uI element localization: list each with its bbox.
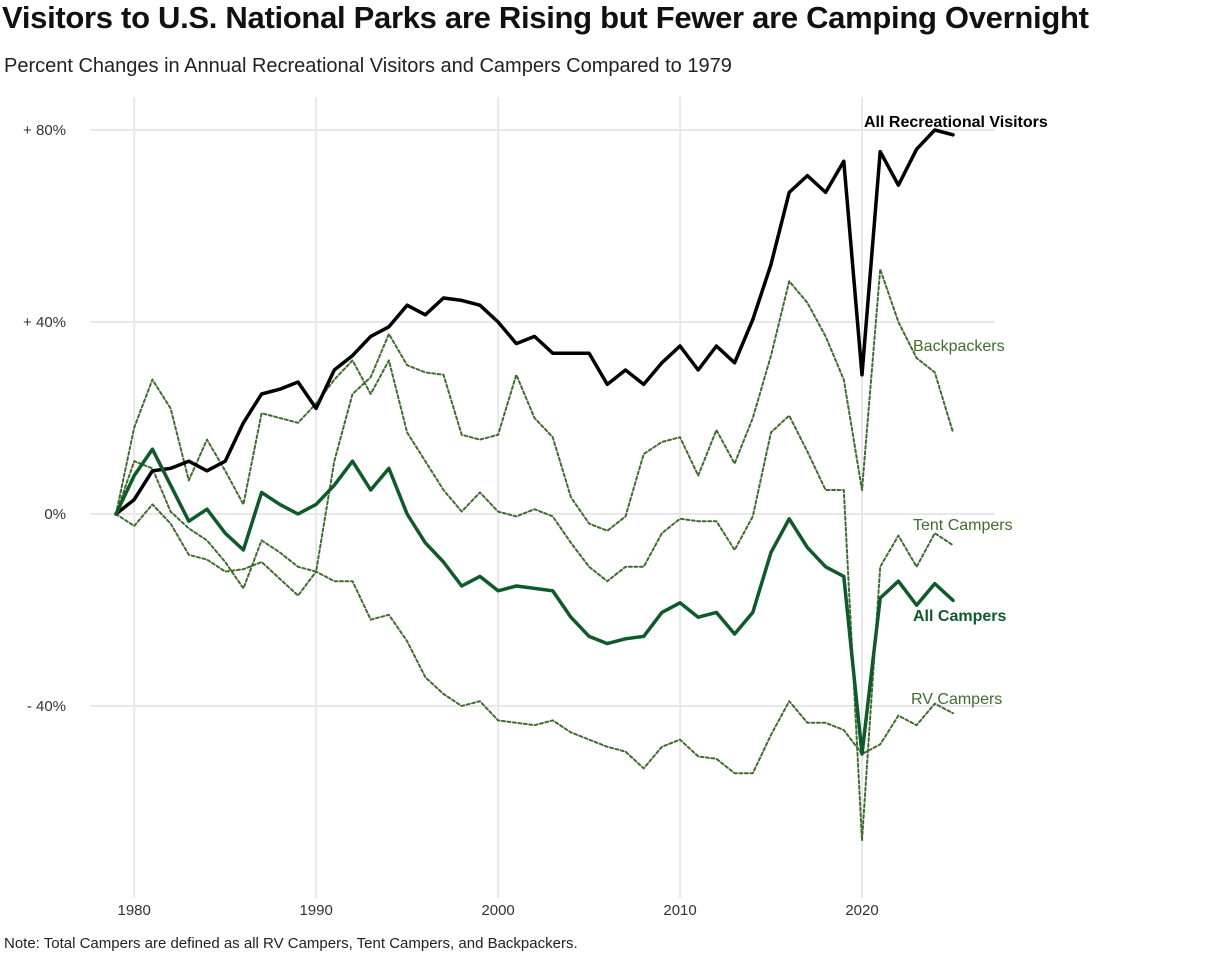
x-tick-label: 1980: [118, 902, 151, 919]
series-line-all-campers: [114, 447, 955, 756]
x-tick-label: 2010: [663, 902, 696, 919]
x-tick-label: 2000: [481, 902, 514, 919]
label-all-visitors: All Recreational Visitors: [864, 114, 1048, 131]
series-line-backpackers: [115, 359, 954, 842]
chart-subtitle: Percent Changes in Annual Recreational V…: [4, 55, 732, 77]
y-tick-label: 0%: [44, 506, 66, 523]
chart-title: Visitors to U.S. National Parks are Risi…: [2, 0, 1089, 35]
series-line-rv-campers: [115, 503, 954, 775]
y-tick-label: + 80%: [23, 122, 66, 139]
series-line-all-recreational-visitors: [114, 128, 955, 516]
y-axis-ticks: + 80% + 40% 0% - 40%: [23, 122, 66, 715]
series-labels: All Recreational Visitors Backpackers Te…: [864, 114, 1048, 708]
x-tick-label: 1990: [299, 902, 332, 919]
line-chart: + 80% + 40% 0% - 40% 1980 1990 2000 2010 2020 A…: [23, 97, 1048, 919]
series-lines: [114, 128, 955, 842]
x-tick-label: 2020: [845, 902, 878, 919]
y-tick-label: - 40%: [27, 698, 66, 715]
y-tick-label: + 40%: [23, 314, 66, 331]
label-tent-campers: Tent Campers: [913, 517, 1013, 534]
x-axis-ticks: 1980 1990 2000 2010 2020: [118, 902, 879, 919]
label-rv-campers: RV Campers: [911, 691, 1002, 708]
series-line-tent-campers: [115, 268, 954, 590]
label-all-campers: All Campers: [913, 608, 1006, 625]
label-backpackers: Backpackers: [913, 338, 1005, 355]
chart-note: Note: Total Campers are defined as all R…: [4, 935, 578, 952]
